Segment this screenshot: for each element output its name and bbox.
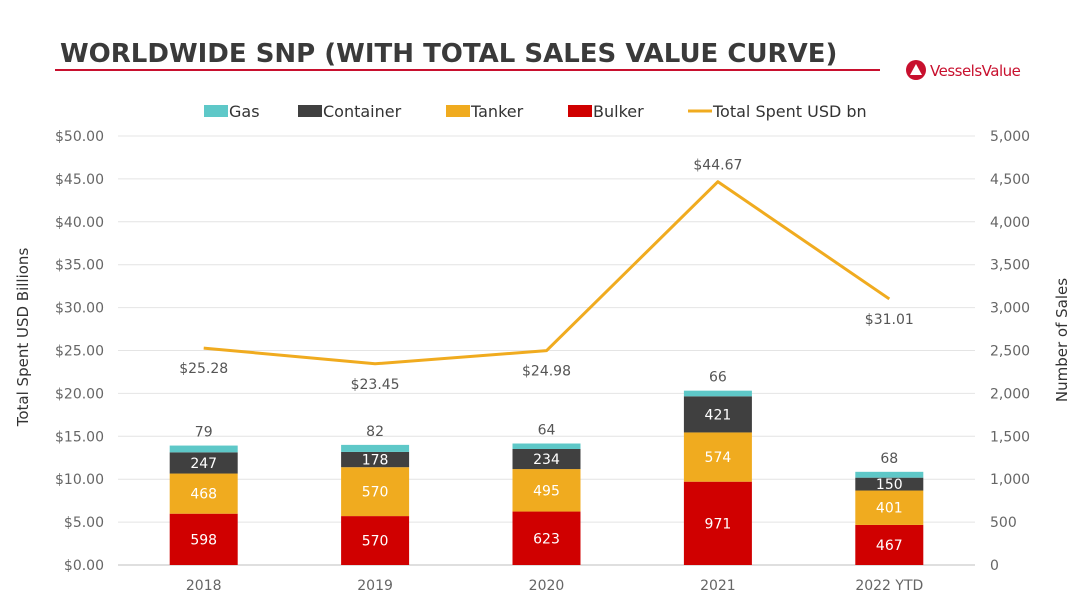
y-tick-label: $20.00 — [55, 386, 104, 402]
bar-segment-container — [512, 448, 581, 470]
stacked-bars: 598 468 247 79 570 570 178 82 623 495 234 64 971 574 4… — [169, 370, 924, 565]
bar-data-label: 623 — [533, 531, 560, 547]
bar-segment-tanker — [512, 469, 581, 512]
y2-tick-label: 1,000 — [990, 472, 1030, 488]
line-data-label: $23.45 — [351, 377, 400, 393]
bar-segment-tanker — [341, 467, 410, 517]
bar-data-label: 234 — [533, 452, 560, 468]
bar-segment-gas — [512, 443, 581, 449]
line-data-label: $31.01 — [865, 312, 914, 328]
y2-tick-label: 5,000 — [990, 129, 1030, 145]
bar-data-label: 468 — [190, 487, 217, 503]
y-tick-label: $25.00 — [55, 344, 104, 360]
legend-label: Container — [323, 102, 402, 121]
bar-segment-tanker — [683, 432, 752, 482]
bar-data-label: 68 — [880, 451, 898, 467]
legend-swatch — [298, 105, 322, 117]
bar-data-label: 467 — [876, 538, 903, 554]
legend-item-container: Container — [298, 102, 402, 121]
bar-data-label: 570 — [362, 485, 389, 501]
legend-swatch — [568, 105, 592, 117]
bar-segment-bulker — [512, 511, 581, 565]
bar-segment-container — [855, 477, 924, 491]
bar-data-label: 247 — [190, 456, 217, 472]
brand-name: VesselsValue — [930, 62, 1021, 80]
bar-segment-bulker — [341, 516, 410, 565]
axes: $0.00 0 $5.00 500 $10.00 1,000 $15.00 1,500 $20.… — [55, 129, 1030, 594]
bar-data-label: 401 — [876, 501, 903, 517]
bar-segment-bulker — [683, 481, 752, 565]
bar-segment-container — [341, 451, 410, 468]
y-tick-label: $50.00 — [55, 129, 104, 145]
y2-tick-label: 3,000 — [990, 301, 1030, 317]
bar-data-label: 598 — [190, 532, 217, 548]
legend-label: Gas — [229, 102, 260, 121]
bar-data-label: 66 — [709, 370, 727, 386]
chart-title: WORLDWIDE SNP (WITH TOTAL SALES VALUE CU… — [60, 39, 837, 69]
bar-data-label: 421 — [705, 407, 732, 423]
y2-tick-label: 500 — [990, 515, 1017, 531]
y-axis-title: Total Spent USD Billions — [14, 248, 32, 428]
bar-data-label: 570 — [362, 534, 389, 550]
y2-tick-label: 3,500 — [990, 258, 1030, 274]
bar-segment-tanker — [169, 473, 238, 514]
brand-logo: VesselsValue — [906, 60, 1021, 80]
bar-segment-bulker — [169, 513, 238, 565]
y-tick-label: $30.00 — [55, 301, 104, 317]
bar-data-label: 574 — [705, 450, 732, 466]
bar-segment-container — [683, 396, 752, 433]
y-tick-label: $35.00 — [55, 258, 104, 274]
bar-data-label: 178 — [362, 453, 389, 469]
y2-tick-label: 2,000 — [990, 386, 1030, 402]
bar-data-label: 971 — [705, 516, 732, 532]
y2-tick-label: 1,500 — [990, 429, 1030, 445]
line-data-label: $24.98 — [522, 364, 571, 380]
bar-data-label: 495 — [533, 483, 560, 499]
legend-label: Total Spent USD bn — [712, 102, 867, 121]
bar-segment-gas — [683, 390, 752, 397]
y-tick-label: $40.00 — [55, 215, 104, 231]
legend-swatch — [446, 105, 470, 117]
y-tick-label: $0.00 — [64, 558, 104, 574]
y2-tick-label: 0 — [990, 558, 999, 574]
x-tick-label: 2018 — [186, 578, 222, 594]
y-tick-label: $10.00 — [55, 472, 104, 488]
legend-item-total-spent-usd-bn: Total Spent USD bn — [688, 102, 867, 121]
bar-segment-gas — [169, 445, 238, 453]
legend-label: Tanker — [470, 102, 524, 121]
total-spent-line-path — [203, 180, 891, 366]
x-tick-label: 2021 — [700, 578, 736, 594]
x-tick-label: 2019 — [357, 578, 393, 594]
bar-segment-gas — [855, 471, 924, 478]
line-data-label: $44.67 — [693, 158, 742, 174]
bar-segment-tanker — [855, 490, 924, 525]
logo-triangle-icon — [910, 64, 922, 75]
total-spent-line: $25.28 $23.45 $24.98 $44.67 $31.01 — [179, 158, 914, 393]
y-tick-label: $15.00 — [55, 429, 104, 445]
x-tick-label: 2022 YTD — [855, 578, 923, 594]
bar-data-label: 150 — [876, 477, 903, 493]
y2-axis-title: Number of Sales — [1053, 278, 1071, 402]
bar-data-label: 64 — [538, 423, 556, 439]
bar-data-label: 79 — [195, 425, 213, 441]
bar-segment-bulker — [855, 524, 924, 565]
y-tick-label: $45.00 — [55, 172, 104, 188]
bar-segment-gas — [341, 444, 410, 452]
legend-item-bulker: Bulker — [568, 102, 644, 121]
line-data-label: $25.28 — [179, 361, 228, 377]
legend-label: Bulker — [593, 102, 644, 121]
bar-data-label: 82 — [366, 424, 384, 440]
y-tick-label: $5.00 — [64, 515, 104, 531]
legend-item-tanker: Tanker — [446, 102, 524, 121]
legend-swatch — [204, 105, 228, 117]
x-tick-label: 2020 — [529, 578, 565, 594]
legend: Gas Container Tanker Bulker Total Spent USD … — [204, 102, 867, 121]
legend-item-gas: Gas — [204, 102, 260, 121]
y2-tick-label: 4,000 — [990, 215, 1030, 231]
bar-segment-container — [169, 452, 238, 474]
y2-tick-label: 2,500 — [990, 344, 1030, 360]
y2-tick-label: 4,500 — [990, 172, 1030, 188]
